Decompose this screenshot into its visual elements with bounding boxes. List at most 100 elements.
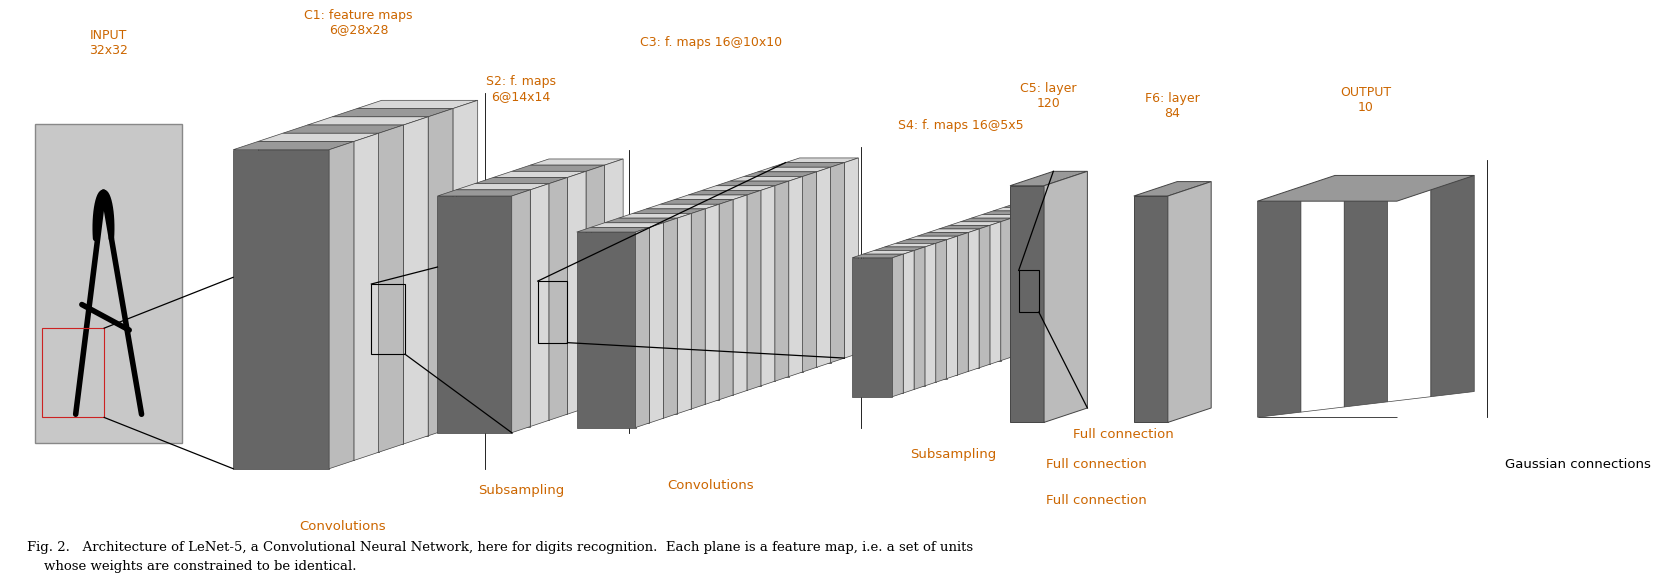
Text: Subsampling: Subsampling — [910, 448, 996, 461]
Polygon shape — [747, 191, 762, 390]
Bar — [512, 171, 585, 408]
Polygon shape — [762, 186, 775, 386]
Polygon shape — [1344, 186, 1387, 407]
Polygon shape — [903, 251, 915, 393]
Text: C3: f. maps 16@10x10: C3: f. maps 16@10x10 — [640, 36, 782, 49]
Polygon shape — [1023, 211, 1033, 354]
Bar — [674, 200, 733, 395]
Polygon shape — [674, 195, 747, 200]
Polygon shape — [971, 215, 1023, 218]
Text: Full connection: Full connection — [1046, 459, 1147, 471]
Polygon shape — [940, 226, 989, 229]
Polygon shape — [605, 218, 677, 223]
Polygon shape — [950, 222, 1001, 226]
Bar — [233, 150, 329, 469]
Polygon shape — [817, 167, 830, 367]
Polygon shape — [775, 181, 788, 381]
Text: Convolutions: Convolutions — [299, 520, 386, 533]
Polygon shape — [895, 240, 946, 243]
Polygon shape — [1167, 181, 1211, 422]
Polygon shape — [494, 171, 585, 177]
Polygon shape — [632, 209, 705, 214]
Polygon shape — [863, 251, 915, 254]
Polygon shape — [567, 171, 585, 414]
Bar — [772, 167, 830, 363]
Bar — [688, 195, 747, 390]
Bar — [906, 240, 946, 379]
Polygon shape — [549, 177, 567, 420]
Polygon shape — [830, 162, 845, 363]
Bar — [590, 227, 650, 423]
Polygon shape — [650, 223, 664, 423]
Bar — [437, 196, 512, 433]
Polygon shape — [958, 232, 968, 375]
Bar — [743, 176, 803, 372]
Bar — [456, 190, 530, 426]
Bar — [717, 186, 775, 381]
Polygon shape — [1300, 191, 1344, 412]
Bar — [993, 211, 1033, 350]
Text: Full connection: Full connection — [1046, 494, 1147, 507]
Bar — [283, 133, 379, 452]
Bar — [647, 209, 705, 405]
Text: Full connection: Full connection — [1073, 428, 1174, 440]
Bar — [918, 236, 958, 375]
Bar — [928, 232, 968, 371]
Polygon shape — [512, 165, 605, 171]
Bar — [895, 243, 936, 382]
Polygon shape — [785, 158, 858, 162]
Bar — [1134, 196, 1167, 422]
Polygon shape — [851, 254, 903, 258]
Bar — [308, 125, 404, 444]
Polygon shape — [619, 214, 692, 218]
Polygon shape — [404, 117, 427, 444]
Text: Subsampling: Subsampling — [477, 484, 564, 497]
Polygon shape — [664, 218, 677, 418]
Polygon shape — [233, 141, 354, 150]
Polygon shape — [928, 229, 980, 232]
Polygon shape — [906, 236, 958, 240]
Text: INPUT
32x32: INPUT 32x32 — [90, 29, 128, 57]
Polygon shape — [635, 227, 650, 428]
Polygon shape — [379, 125, 404, 452]
Bar — [730, 181, 788, 377]
Polygon shape — [647, 204, 718, 209]
Bar — [537, 281, 567, 343]
Polygon shape — [743, 172, 817, 176]
Polygon shape — [530, 184, 549, 426]
Text: OUTPUT
10: OUTPUT 10 — [1340, 86, 1392, 114]
Bar — [1014, 204, 1054, 343]
Polygon shape — [873, 247, 925, 251]
Polygon shape — [705, 204, 718, 405]
Text: F6: layer
84: F6: layer 84 — [1146, 92, 1201, 120]
Polygon shape — [772, 162, 845, 167]
Polygon shape — [512, 190, 530, 433]
Text: C5: layer
120: C5: layer 120 — [1021, 82, 1078, 110]
Bar — [530, 165, 605, 402]
Polygon shape — [677, 214, 692, 414]
Polygon shape — [354, 133, 379, 460]
Polygon shape — [358, 100, 477, 108]
Bar — [851, 258, 893, 397]
Bar — [1019, 270, 1039, 312]
Polygon shape — [530, 159, 624, 165]
Bar — [702, 191, 762, 386]
Polygon shape — [452, 100, 477, 428]
Polygon shape — [915, 247, 925, 390]
Polygon shape — [1387, 181, 1430, 402]
Bar — [605, 223, 664, 418]
Text: Gaussian connections: Gaussian connections — [1505, 459, 1651, 471]
Polygon shape — [717, 181, 788, 186]
Bar — [940, 229, 980, 368]
Bar — [577, 232, 635, 428]
Polygon shape — [427, 108, 452, 436]
Polygon shape — [1009, 171, 1088, 186]
Polygon shape — [258, 133, 379, 141]
Bar — [863, 254, 903, 393]
Polygon shape — [983, 211, 1033, 215]
Polygon shape — [1001, 218, 1011, 360]
Polygon shape — [946, 236, 958, 379]
Polygon shape — [730, 176, 803, 181]
Polygon shape — [308, 117, 427, 125]
Text: S4: f. maps 16@5x5: S4: f. maps 16@5x5 — [898, 119, 1024, 131]
